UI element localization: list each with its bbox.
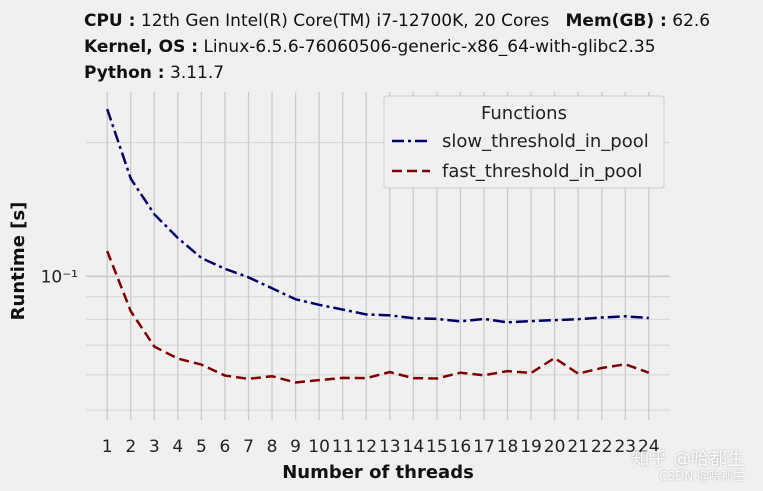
watermark: 知乎 @哈都生 CSDN @哈都生 [631,449,745,484]
x-tick-label: 3 [149,437,160,457]
x-tick-label: 6 [220,437,231,457]
x-tick-label: 2 [125,437,136,457]
watermark-sub: CSDN @哈都生 [658,469,745,483]
x-axis-label: Number of threads [282,462,474,483]
x-tick-label: 1 [102,437,113,457]
x-tick-label: 8 [267,437,278,457]
kernel-value: Linux-6.5.6-76060506-generic-x86_64-with… [203,37,656,57]
y-tick-labels: 10⁻¹ [41,267,78,287]
python-info-row: Python : 3.11.7 [84,60,710,86]
x-tick-label: 11 [332,437,354,457]
x-tick-label: 24 [638,437,660,457]
python-label: Python : [84,63,165,83]
x-tick-label: 12 [355,437,377,457]
cpu-info-row: CPU : 12th Gen Intel(R) Core(TM) i7-1270… [84,8,710,34]
x-tick-label: 10 [308,437,330,457]
system-info-header: CPU : 12th Gen Intel(R) Core(TM) i7-1270… [84,8,710,86]
x-tick-label: 20 [544,437,566,457]
x-tick-label: 18 [497,437,519,457]
x-tick-labels: 1 2 3 4 5 6 7 8 9 10 11 12 13 14 15 16 17 18 19 20 21 22 23 24 [102,437,660,457]
x-tick-label: 13 [379,437,401,457]
x-tick-label: 17 [473,437,495,457]
x-tick-label: 16 [450,437,472,457]
major-grid [86,92,670,420]
x-tick-label: 7 [243,437,254,457]
series-line-fast_threshold_in_pool [106,250,650,384]
x-tick-label: 4 [172,437,183,457]
x-tick-label: 19 [520,437,542,457]
legend: Functions slow_threshold_in_pool fast_th… [383,95,665,189]
legend-label-slow: slow_threshold_in_pool [442,131,649,152]
x-tick-label: 22 [591,437,613,457]
mem-value: 62.6 [672,11,711,31]
legend-label-fast: fast_threshold_in_pool [442,161,642,182]
legend-title: Functions [481,103,567,124]
x-tick-label: 5 [196,437,207,457]
y-tick-label: 10⁻¹ [41,267,78,287]
watermark-main: 知乎 @哈都生 [631,449,745,470]
x-tick-label: 21 [567,437,589,457]
series-layer [106,108,650,384]
cpu-label: CPU : [84,11,136,31]
x-tick-label: 15 [426,437,448,457]
x-tick-label: 23 [614,437,636,457]
kernel-info-row: Kernel, OS : Linux-6.5.6-76060506-generi… [84,34,710,60]
x-tick-label: 9 [290,437,301,457]
cpu-value: 12th Gen Intel(R) Core(TM) i7-12700K, 20… [140,11,550,31]
y-axis-label: Runtime [s] [8,202,29,321]
python-value: 3.11.7 [170,63,225,83]
mem-label: Mem(GB) : [565,11,667,31]
legend-box [383,95,665,189]
kernel-label: Kernel, OS : [84,37,199,57]
x-tick-label: 14 [403,437,425,457]
